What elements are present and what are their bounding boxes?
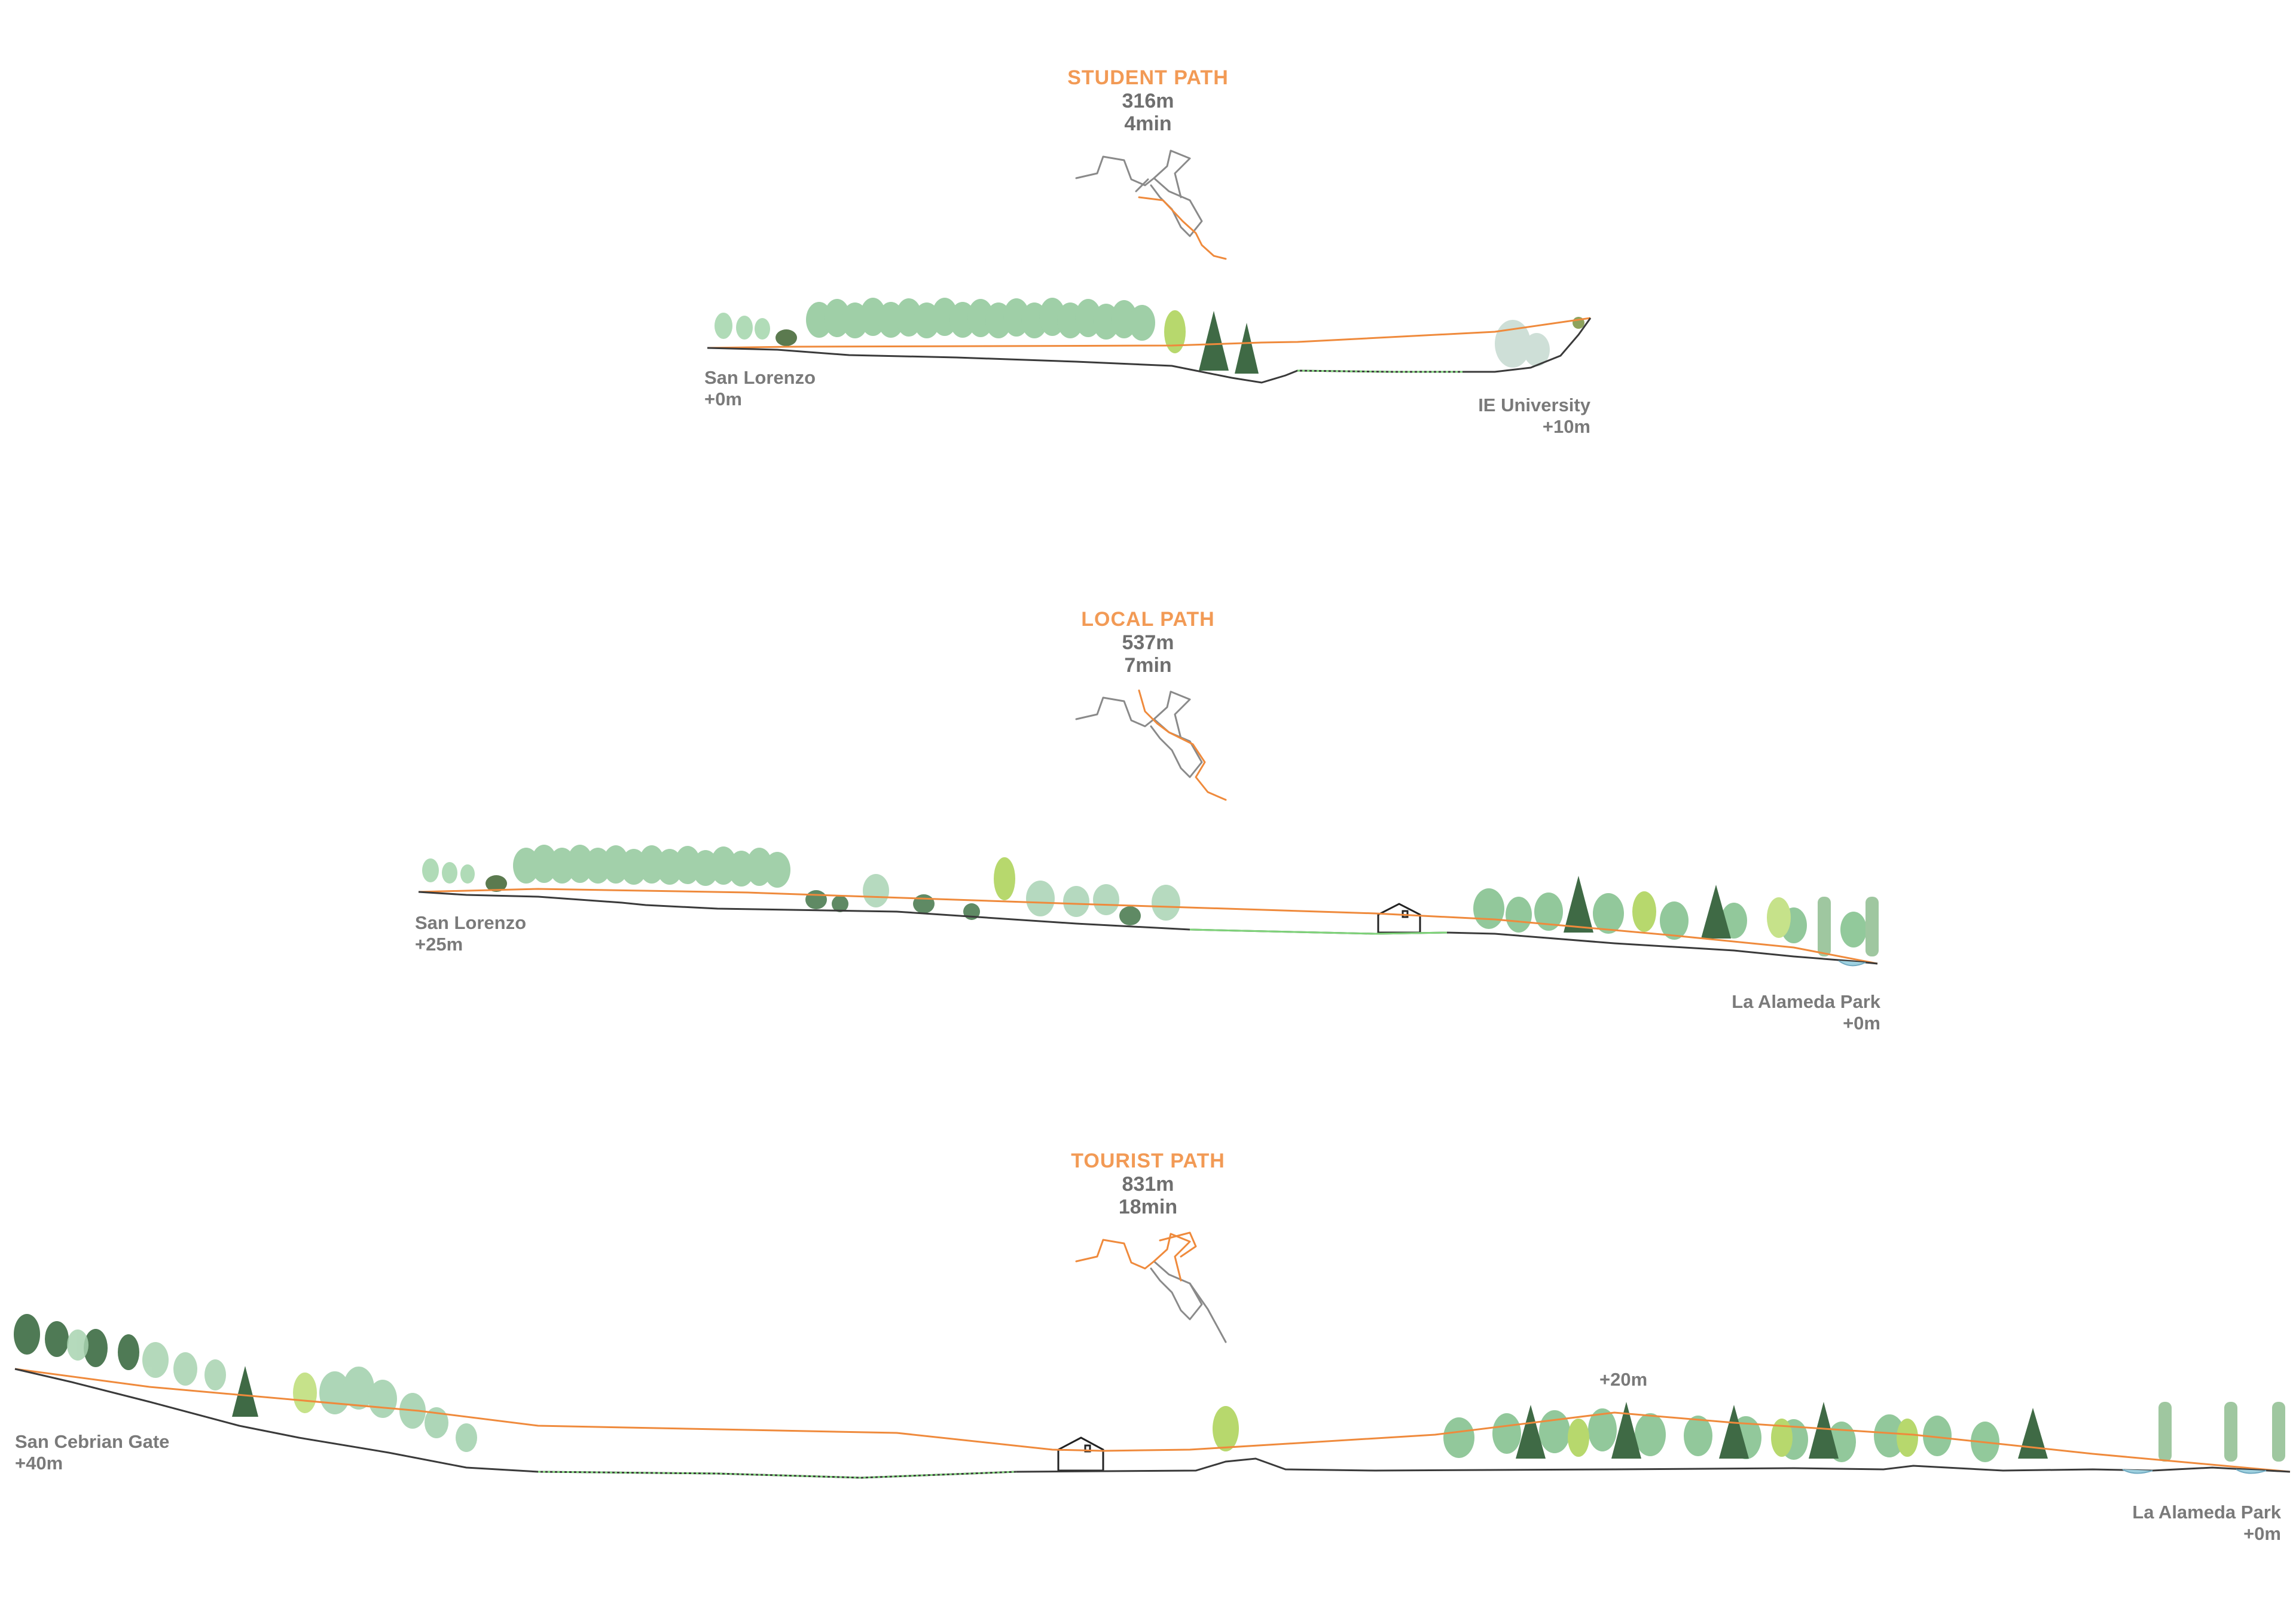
start-label: San Lorenzo +25m bbox=[415, 912, 526, 955]
section-time: 7min bbox=[1124, 654, 1172, 677]
end-elevation: +10m bbox=[1542, 416, 1590, 437]
tree-canopy-student bbox=[715, 298, 1584, 374]
grass-strip bbox=[1297, 369, 1465, 373]
end-elevation: +0m bbox=[2243, 1523, 2281, 1544]
section-title: TOURIST PATH bbox=[1071, 1150, 1225, 1172]
start-name: San Lorenzo bbox=[415, 912, 527, 933]
end-name: La Alameda Park bbox=[2132, 1502, 2281, 1523]
walking-path-line bbox=[14, 1368, 2291, 1473]
section-header: STUDENT PATH 316m 4min bbox=[1028, 66, 1268, 135]
section-distance: 537m bbox=[1122, 631, 1174, 654]
water-icon bbox=[2236, 1469, 2267, 1474]
start-name: San Lorenzo bbox=[704, 367, 816, 388]
section-time: 4min bbox=[1124, 112, 1172, 135]
water-icon bbox=[1838, 960, 1866, 967]
end-elevation: +0m bbox=[1843, 1013, 1880, 1034]
walking-path-line bbox=[418, 888, 1878, 965]
end-name: IE University bbox=[1478, 395, 1590, 415]
start-label: San Cebrian Gate +40m bbox=[15, 1431, 169, 1474]
end-label: IE University +10m bbox=[1375, 395, 1590, 438]
house-icon bbox=[1057, 1436, 1104, 1472]
end-label: La Alameda Park +0m bbox=[2009, 1502, 2281, 1545]
section-time: 18min bbox=[1118, 1196, 1178, 1218]
elevation-section-student bbox=[707, 298, 1592, 384]
tree-canopy-tourist bbox=[14, 1314, 2285, 1462]
end-label: La Alameda Park +0m bbox=[1614, 991, 1880, 1034]
section-header: LOCAL PATH 537m 7min bbox=[1028, 607, 1268, 677]
terrain-profile bbox=[707, 317, 1592, 384]
section-title: LOCAL PATH bbox=[1081, 608, 1215, 631]
start-name: San Cebrian Gate bbox=[15, 1431, 170, 1452]
grass-strip bbox=[538, 1471, 1017, 1479]
start-elevation: +0m bbox=[704, 389, 742, 409]
start-label: San Lorenzo +0m bbox=[704, 367, 816, 410]
water-icon bbox=[2122, 1469, 2153, 1474]
route-map-student bbox=[1075, 149, 1227, 260]
grass-strip bbox=[1189, 928, 1448, 935]
section-title: STUDENT PATH bbox=[1067, 66, 1229, 89]
section-header: TOURIST PATH 831m 18min bbox=[1028, 1149, 1268, 1218]
section-distance: 316m bbox=[1122, 90, 1174, 112]
mid-elevation-label: +20m bbox=[1599, 1369, 1648, 1390]
walking-path-line bbox=[707, 317, 1591, 349]
end-name: La Alameda Park bbox=[1732, 991, 1880, 1012]
section-distance: 831m bbox=[1122, 1173, 1174, 1196]
start-elevation: +25m bbox=[415, 934, 463, 955]
terrain-profile bbox=[14, 1368, 2291, 1479]
start-elevation: +40m bbox=[15, 1453, 63, 1474]
